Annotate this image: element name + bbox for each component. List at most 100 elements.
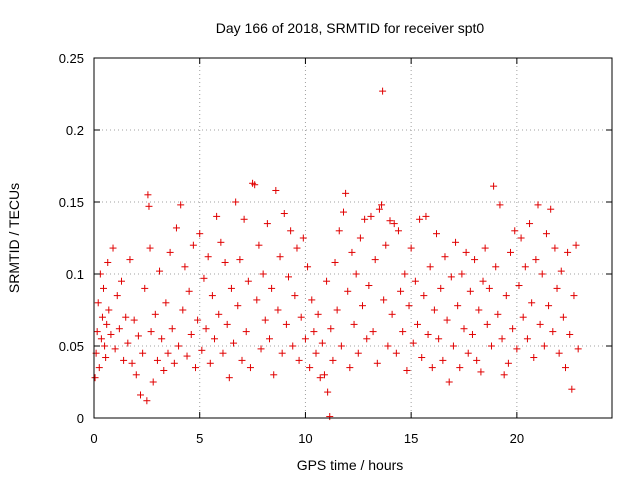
- data-point: [97, 335, 105, 343]
- data-point: [211, 335, 219, 343]
- data-point: [103, 320, 111, 328]
- data-point: [481, 244, 489, 252]
- data-point: [206, 359, 214, 367]
- data-point: [477, 368, 485, 376]
- data-point: [179, 306, 187, 314]
- data-point: [483, 320, 491, 328]
- data-point: [386, 217, 394, 225]
- data-point: [306, 364, 314, 372]
- data-point: [540, 342, 548, 350]
- data-point: [566, 330, 574, 338]
- data-point: [213, 212, 221, 220]
- grid-layer: [94, 58, 612, 418]
- data-point: [551, 244, 559, 252]
- data-point: [523, 335, 531, 343]
- data-point: [120, 356, 128, 364]
- data-point: [128, 359, 136, 367]
- data-point: [490, 182, 498, 190]
- data-point: [257, 345, 265, 353]
- data-point: [534, 201, 542, 209]
- data-point: [308, 296, 316, 304]
- x-tick-label: 0: [90, 431, 97, 446]
- data-point: [515, 282, 523, 290]
- data-point: [390, 220, 398, 228]
- data-point: [104, 258, 112, 266]
- y-tick-label: 0.1: [66, 267, 84, 282]
- data-point: [196, 230, 204, 238]
- data-point: [379, 87, 387, 95]
- y-tick-label: 0.2: [66, 123, 84, 138]
- data-point: [132, 371, 140, 379]
- data-point: [405, 302, 413, 310]
- data-point: [297, 313, 305, 321]
- data-point: [572, 241, 580, 249]
- data-point: [352, 270, 360, 278]
- data-point: [208, 292, 216, 300]
- data-point: [538, 270, 546, 278]
- data-point: [194, 316, 202, 324]
- data-point: [542, 230, 550, 238]
- data-point: [289, 342, 297, 350]
- x-tick-label: 5: [196, 431, 203, 446]
- data-point: [259, 270, 267, 278]
- data-point: [401, 270, 409, 278]
- data-point: [326, 413, 334, 421]
- data-point: [124, 339, 132, 347]
- data-point: [498, 335, 506, 343]
- data-point: [454, 302, 462, 310]
- data-point: [276, 253, 284, 261]
- data-point: [109, 244, 117, 252]
- data-point: [574, 345, 582, 353]
- data-point: [327, 325, 335, 333]
- data-point: [238, 356, 246, 364]
- data-point: [198, 346, 206, 354]
- data-point: [418, 354, 426, 362]
- data-point: [342, 189, 350, 197]
- data-point: [399, 328, 407, 336]
- data-point: [335, 227, 343, 235]
- x-tick-label: 20: [510, 431, 524, 446]
- data-point: [439, 356, 447, 364]
- data-point: [240, 215, 248, 223]
- data-point: [191, 364, 199, 372]
- data-point: [164, 349, 172, 357]
- data-point: [504, 359, 512, 367]
- data-point: [299, 234, 307, 242]
- data-point: [445, 378, 453, 386]
- data-point: [452, 238, 460, 246]
- data-point: [93, 328, 101, 336]
- data-point: [553, 284, 561, 292]
- data-point: [141, 284, 149, 292]
- data-point: [435, 335, 443, 343]
- data-point: [139, 349, 147, 357]
- data-point: [382, 241, 390, 249]
- data-point: [137, 391, 145, 399]
- data-point: [100, 284, 108, 292]
- data-point: [113, 292, 121, 300]
- data-point: [227, 284, 235, 292]
- data-point: [130, 316, 138, 324]
- y-axis-label: SRMTID / TECUs: [6, 183, 22, 293]
- data-point: [318, 339, 326, 347]
- data-point: [350, 320, 358, 328]
- data-point: [348, 248, 356, 256]
- data-point: [204, 253, 212, 261]
- data-point: [270, 371, 278, 379]
- data-point: [468, 330, 476, 338]
- data-point: [156, 267, 164, 275]
- data-point: [441, 253, 449, 261]
- data-point: [291, 292, 299, 300]
- data-point: [181, 263, 189, 271]
- data-point: [559, 313, 567, 321]
- data-point: [545, 302, 553, 310]
- data-point: [502, 292, 510, 300]
- data-point: [105, 306, 113, 314]
- data-point: [354, 349, 362, 357]
- points-layer: [91, 87, 582, 421]
- data-point: [126, 256, 134, 264]
- data-point: [175, 342, 183, 350]
- data-point: [462, 248, 470, 256]
- data-point: [363, 335, 371, 343]
- data-point: [234, 302, 242, 310]
